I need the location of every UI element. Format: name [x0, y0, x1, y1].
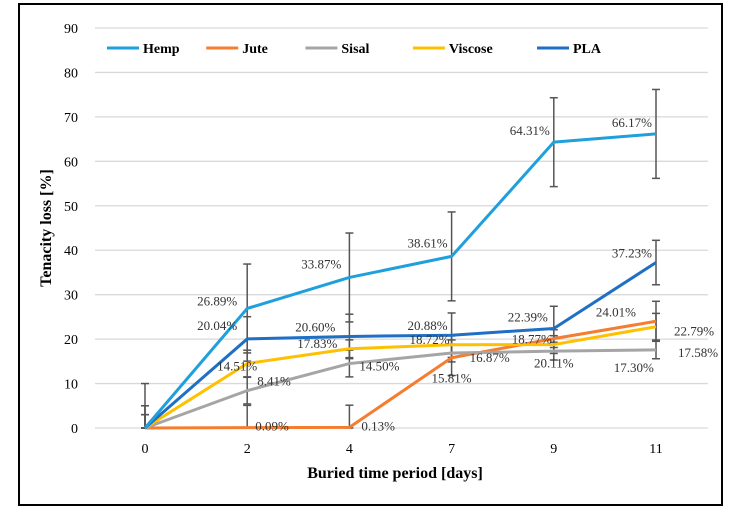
series-line-sisal: [144, 348, 657, 430]
x-tick-labels: 0 2 4 7 9 11: [142, 442, 663, 457]
y-tick-label: 50: [64, 200, 78, 215]
data-label: 24.01%: [596, 304, 636, 319]
y-tick-label: 0: [71, 422, 78, 437]
y-axis-label: Tenacity loss [%]: [38, 169, 55, 287]
x-tick-label: 0: [142, 442, 149, 457]
data-label: 0.09%: [255, 419, 289, 434]
legend-label-sisal: Sisal: [341, 42, 369, 57]
data-label: 18.77%: [512, 332, 552, 347]
x-tick-label: 7: [448, 442, 455, 457]
legend-label-jute: Jute: [242, 42, 268, 57]
data-labels: 26.89% 33.87% 38.61% 64.31% 66.17% 0.09% 0.13%…: [197, 115, 718, 434]
data-label: 17.58%: [678, 345, 718, 360]
data-label: 18.72%: [410, 332, 450, 347]
data-label: 20.04%: [197, 318, 237, 333]
data-label: 17.30%: [614, 360, 654, 375]
chart-frame: [18, 3, 723, 506]
x-tick-label: 11: [649, 442, 662, 457]
legend-label-hemp: Hemp: [143, 42, 180, 57]
y-tick-label: 20: [64, 333, 78, 348]
legend-label-pla: PLA: [573, 42, 602, 57]
data-label: 26.89%: [197, 293, 237, 308]
x-tick-label: 2: [244, 442, 251, 457]
data-label: 8.41%: [257, 374, 291, 389]
data-label: 20.11%: [534, 356, 574, 371]
y-tick-label: 70: [64, 111, 78, 126]
data-label: 22.39%: [508, 309, 548, 324]
data-label: 16.87%: [470, 350, 510, 365]
data-label: 17.83%: [297, 336, 337, 351]
series-line-pla: [144, 261, 657, 430]
data-label: 66.17%: [612, 115, 652, 130]
y-tick-labels: 0 10 20 30 40 50 60 70 80 90: [64, 22, 78, 437]
series-line-jute: [144, 319, 657, 430]
data-label: 22.79%: [674, 324, 714, 339]
y-tick-label: 90: [64, 22, 78, 37]
x-tick-label: 9: [550, 442, 557, 457]
data-label: 15.81%: [432, 371, 472, 386]
data-label: 20.88%: [408, 318, 448, 333]
series-line-viscose: [144, 325, 657, 430]
data-label: 0.13%: [361, 418, 395, 433]
data-label: 64.31%: [510, 123, 550, 138]
x-axis-label: Buried time period [days]: [307, 465, 483, 482]
y-tick-label: 80: [64, 66, 78, 81]
series-lines: [143, 132, 657, 430]
y-tick-label: 10: [64, 378, 78, 393]
data-label: 33.87%: [301, 256, 341, 271]
data-label: 14.51%: [217, 359, 257, 374]
data-label: 20.60%: [295, 319, 335, 334]
x-tick-label: 4: [346, 442, 353, 457]
data-label: 14.50%: [359, 359, 399, 374]
series-line-hemp: [143, 132, 657, 429]
y-tick-label: 40: [64, 244, 78, 259]
data-label: 38.61%: [408, 235, 448, 250]
y-tick-label: 30: [64, 289, 78, 304]
data-label: 37.23%: [612, 246, 652, 261]
legend-label-viscose: Viscose: [449, 42, 493, 57]
y-tick-label: 60: [64, 155, 78, 170]
legend: Hemp Jute Sisal Viscose PLA: [107, 42, 602, 57]
